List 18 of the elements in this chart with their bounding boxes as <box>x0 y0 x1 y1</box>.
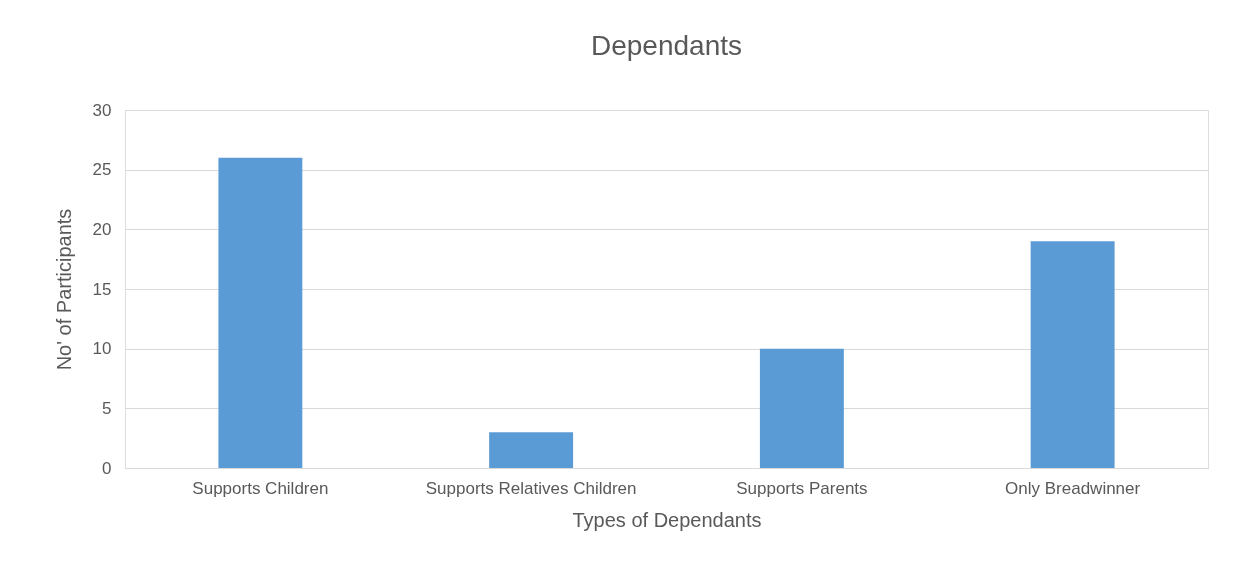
y-tick-label: 25 <box>92 160 112 180</box>
y-tick-label: 30 <box>92 100 112 120</box>
y-tick-label: 0 <box>102 458 112 478</box>
x-tick-label: Supports Children <box>192 478 329 498</box>
x-axis-title: Types of Dependants <box>572 508 762 531</box>
x-tick-label: Supports Relatives Children <box>425 478 637 498</box>
y-tick-label: 10 <box>92 339 112 359</box>
y-axis-title: No' of Participants <box>52 208 75 371</box>
bar <box>759 348 844 468</box>
y-tick-label: 15 <box>92 279 112 299</box>
bar <box>1030 241 1115 468</box>
x-tick-label: Only Breadwinner <box>1005 478 1141 498</box>
y-tick-label: 5 <box>102 398 112 418</box>
bar <box>218 157 303 468</box>
x-tick-label: Supports Parents <box>736 478 868 498</box>
chart-title: Dependants <box>590 30 743 61</box>
bar <box>489 432 574 468</box>
y-tick-label: 20 <box>92 219 112 239</box>
